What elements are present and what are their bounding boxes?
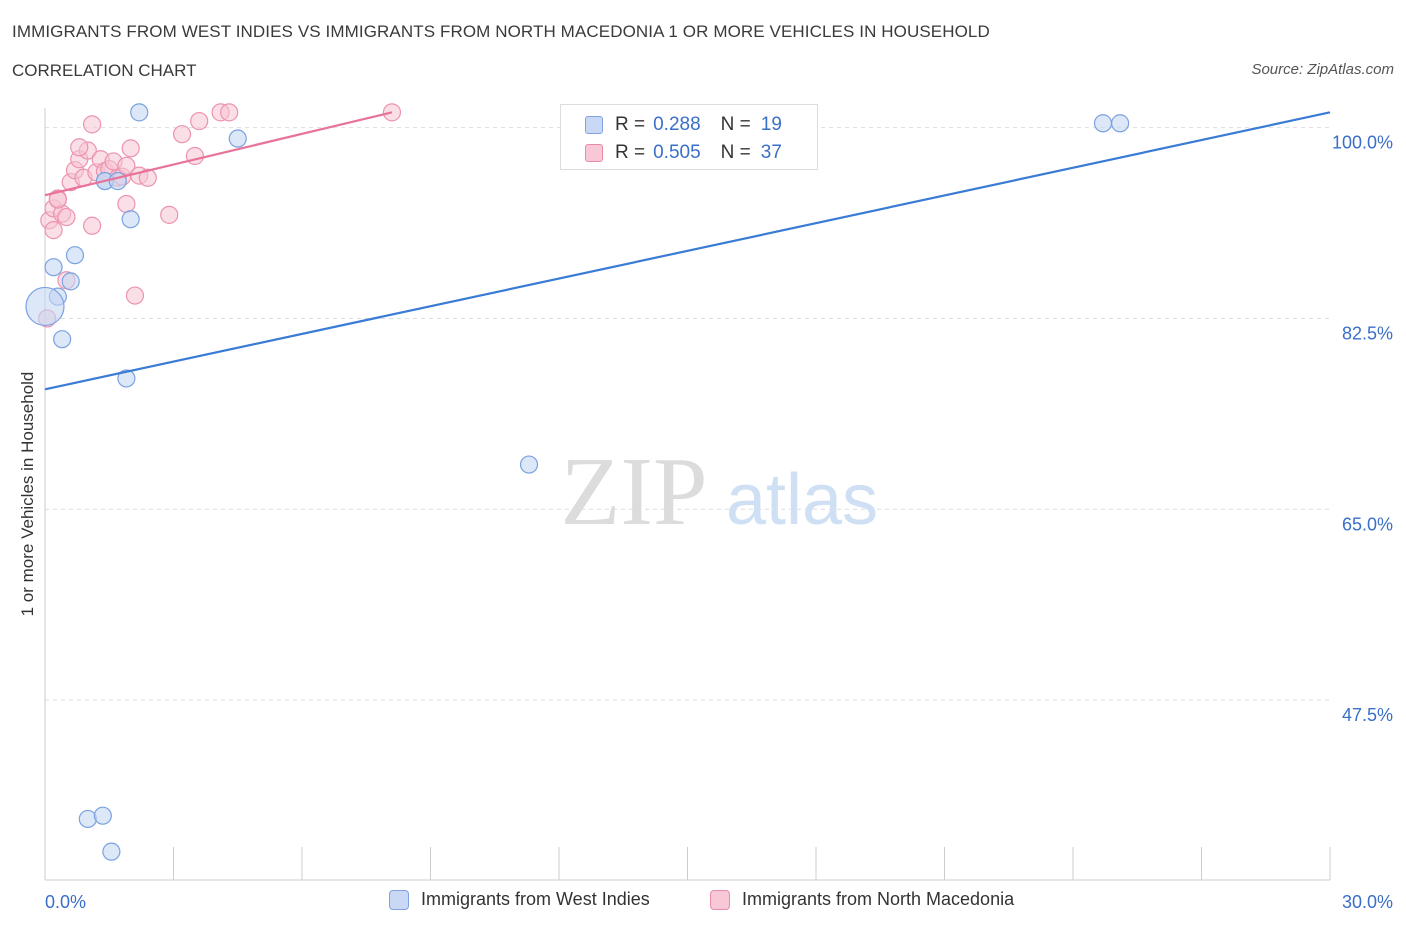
point-north-macedonia [57, 207, 76, 227]
gridlines [45, 127, 1330, 701]
legend-label-west-indies: Immigrants from West Indies [421, 889, 650, 909]
legend-swatch-blue [585, 116, 603, 134]
point-north-macedonia [121, 139, 140, 158]
legend-r-label: R = [615, 114, 646, 135]
point-north-macedonia [190, 111, 209, 131]
y-tick-label: 82.5% [1342, 323, 1393, 343]
point-west-indies [44, 258, 63, 277]
legend-item-west-indies[interactable]: Immigrants from West Indies [389, 889, 650, 910]
point-north-macedonia [44, 221, 63, 240]
legend-r-value: 0.288 [653, 114, 701, 135]
data-points [25, 103, 1130, 861]
legend-item-north-macedonia[interactable]: Immigrants from North Macedonia [710, 889, 1014, 910]
legend-swatch-pink [585, 144, 603, 162]
point-north-macedonia [220, 103, 239, 122]
legend-n-label: N = [720, 114, 751, 135]
chart-title: IMMIGRANTS FROM WEST INDIES VS IMMIGRANT… [12, 22, 990, 41]
legend-row-north-macedonia: R = 0.505 N = 37 [585, 141, 782, 165]
point-north-macedonia [172, 125, 192, 144]
legend-swatch-pink [710, 889, 730, 910]
stats-legend: R = 0.288 N = 19 R = 0.505 N = 37 [560, 104, 818, 170]
watermark-zip: ZIP [561, 438, 708, 546]
point-west-indies [78, 809, 97, 829]
point-west-indies [117, 369, 136, 388]
legend-r-value: 0.505 [653, 142, 701, 163]
point-west-indies [25, 286, 65, 327]
axes [44, 108, 1331, 881]
trend-line-west-indies [44, 111, 1331, 391]
x-tick-label: 0.0% [45, 892, 86, 912]
trend-line-north-macedonia [44, 111, 393, 197]
point-north-macedonia [83, 115, 102, 134]
point-west-indies [519, 455, 539, 474]
point-north-macedonia [125, 286, 145, 305]
point-west-indies [130, 103, 149, 122]
point-west-indies [61, 272, 80, 291]
legend-n-value: 19 [760, 114, 782, 135]
point-north-macedonia [70, 138, 89, 157]
trend-lines [44, 111, 1331, 391]
chart-subtitle: CORRELATION CHART [12, 61, 197, 80]
y-tick-label: 65.0% [1342, 514, 1393, 534]
point-west-indies [65, 246, 85, 265]
legend-n-value: 37 [760, 142, 782, 163]
watermark: ZIP atlas [561, 438, 879, 546]
tick-labels: 100.0% 82.5% 65.0% 47.5% 0.0% 30.0% [45, 133, 1393, 912]
series-legend: Immigrants from West Indies Immigrants f… [0, 889, 1406, 915]
point-west-indies [228, 129, 247, 148]
legend-r-label: R = [615, 142, 646, 163]
legend-swatch-blue [389, 889, 409, 910]
watermark-atlas: atlas [726, 460, 878, 540]
point-west-indies [1111, 114, 1130, 133]
point-north-macedonia [117, 194, 136, 214]
point-north-macedonia [117, 156, 136, 175]
legend-row-west-indies: R = 0.288 N = 19 [585, 113, 782, 137]
point-west-indies [1093, 114, 1113, 133]
point-west-indies [93, 806, 112, 825]
point-west-indies [108, 171, 127, 191]
point-north-macedonia [83, 216, 102, 235]
point-west-indies [121, 210, 140, 229]
y-axis-label: 1 or more Vehicles in Household [18, 371, 37, 617]
legend-n-label: N = [720, 142, 751, 163]
legend-label-north-macedonia: Immigrants from North Macedonia [742, 889, 1015, 909]
x-tick-label: 30.0% [1342, 892, 1393, 912]
source-label: Source: ZipAtlas.com [1251, 61, 1394, 78]
point-north-macedonia [138, 168, 157, 187]
y-tick-label: 47.5% [1342, 705, 1393, 725]
point-west-indies [102, 842, 121, 861]
point-north-macedonia [160, 205, 179, 224]
point-west-indies [53, 330, 72, 349]
y-tick-label: 100.0% [1332, 133, 1393, 153]
